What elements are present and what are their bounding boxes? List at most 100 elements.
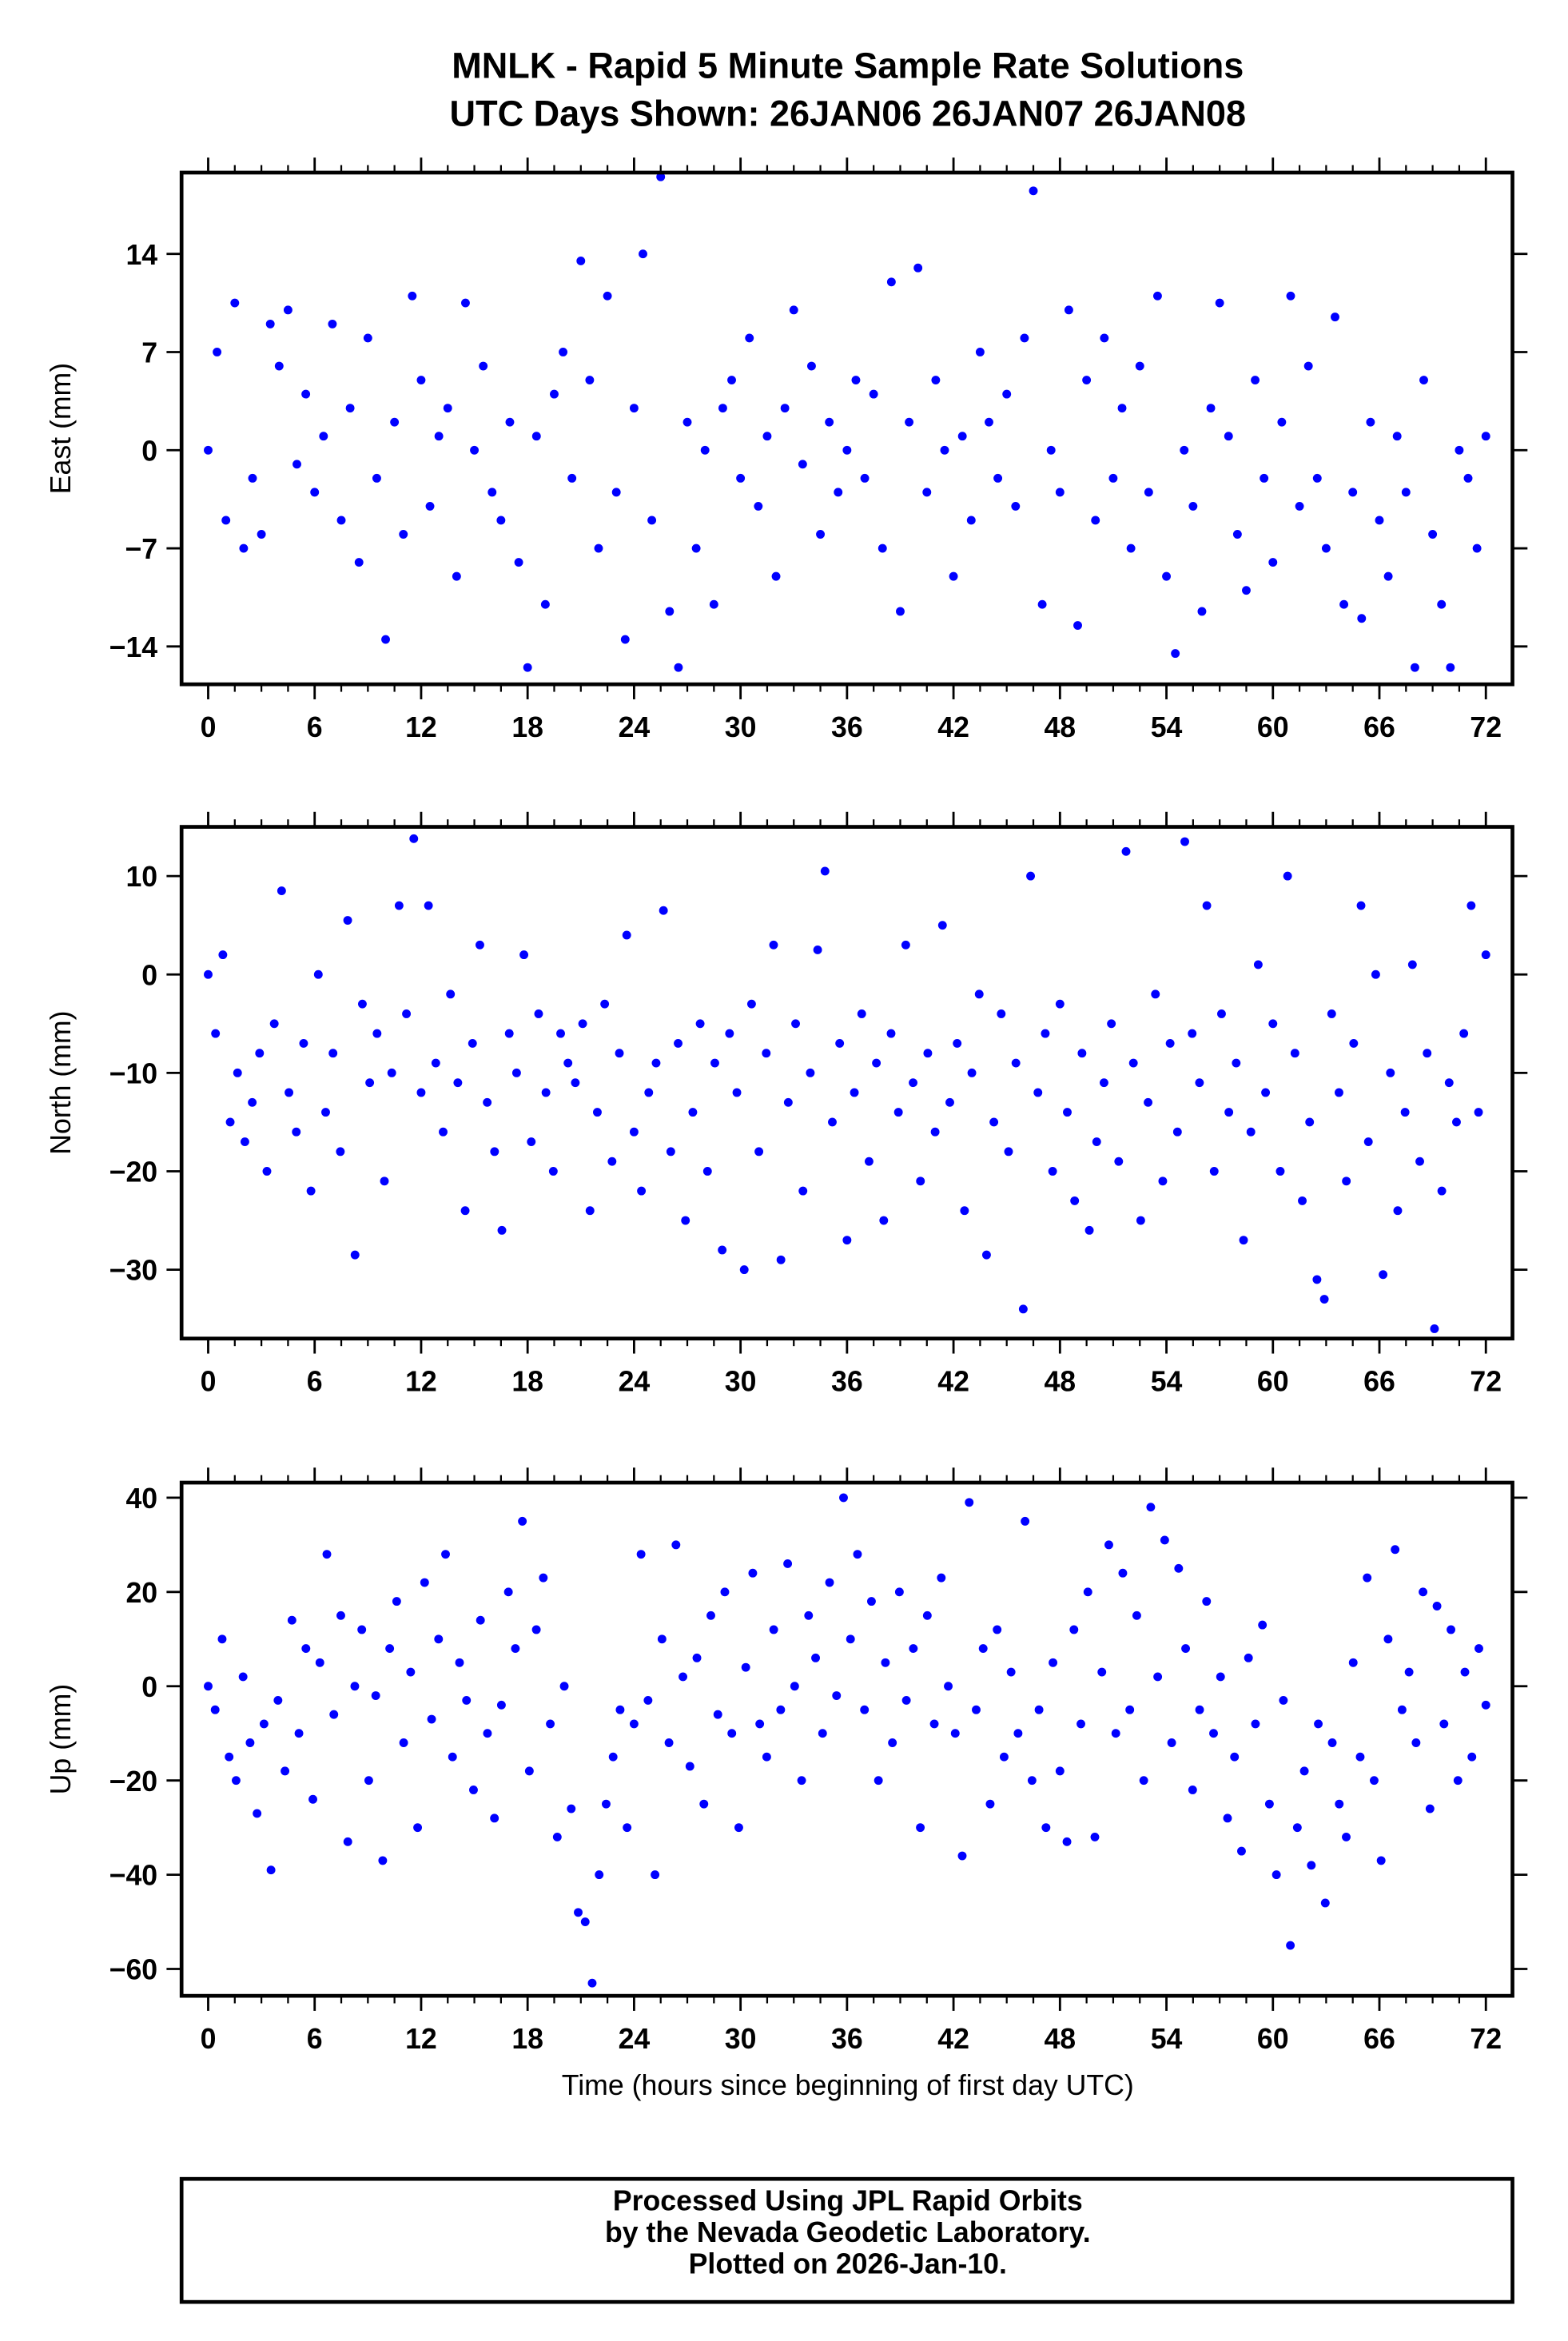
- data-point: [462, 1695, 472, 1705]
- x-tick-label: 0: [201, 711, 217, 743]
- data-point: [909, 1078, 917, 1088]
- data-point: [301, 1644, 311, 1654]
- data-point: [1339, 599, 1349, 609]
- data-point: [518, 1516, 527, 1526]
- data-point: [1117, 404, 1127, 413]
- data-point: [807, 361, 816, 371]
- data-point: [748, 1568, 758, 1578]
- data-point: [329, 1710, 339, 1719]
- data-point: [213, 348, 222, 356]
- data-point: [1432, 1602, 1442, 1610]
- x-tick-label: 6: [307, 2023, 323, 2055]
- data-point: [1298, 1196, 1307, 1205]
- data-point: [1307, 1861, 1316, 1870]
- data-point: [860, 473, 870, 483]
- y-tick-label: −20: [109, 1157, 157, 1188]
- data-point: [1303, 361, 1313, 371]
- data-point: [514, 558, 523, 567]
- data-point: [1144, 1097, 1153, 1107]
- x-tick-label: 54: [1151, 2023, 1183, 2055]
- data-point: [1312, 473, 1322, 483]
- data-point: [804, 1610, 814, 1620]
- data-point: [1070, 1196, 1080, 1205]
- data-point: [1118, 1568, 1128, 1578]
- data-point: [780, 404, 790, 413]
- data-point: [1305, 1117, 1315, 1127]
- data-point: [292, 1127, 301, 1137]
- data-point: [408, 291, 417, 301]
- data-point: [1264, 1799, 1274, 1809]
- data-point: [685, 1762, 694, 1771]
- data-point: [1167, 1738, 1176, 1747]
- data-point: [294, 1729, 304, 1738]
- data-point: [923, 1049, 933, 1058]
- data-point: [287, 1615, 296, 1625]
- data-point: [1002, 389, 1012, 399]
- data-point: [783, 1559, 793, 1568]
- data-point: [1363, 1137, 1373, 1146]
- data-point: [739, 1265, 749, 1275]
- data-point: [1121, 846, 1131, 856]
- data-point: [1181, 1644, 1191, 1654]
- data-point: [1055, 488, 1065, 497]
- data-point: [1195, 1705, 1204, 1714]
- data-point: [602, 1799, 611, 1809]
- x-tick-label: 0: [201, 1365, 217, 1397]
- data-point: [842, 445, 852, 455]
- data-point: [993, 473, 1003, 483]
- data-point: [1188, 1786, 1197, 1794]
- data-point: [336, 1147, 345, 1157]
- footer-line3: Plotted on 2026-Jan-10.: [689, 2247, 1007, 2279]
- data-point: [872, 1058, 882, 1068]
- data-point: [231, 1776, 241, 1786]
- data-point: [221, 516, 231, 525]
- data-point: [1481, 950, 1490, 960]
- data-point: [1108, 473, 1118, 483]
- data-point: [878, 543, 887, 553]
- data-point: [524, 1766, 534, 1776]
- data-point: [427, 1714, 436, 1724]
- data-point: [425, 501, 435, 511]
- data-point: [922, 488, 932, 497]
- data-point: [1312, 1275, 1322, 1284]
- data-point: [975, 348, 985, 356]
- data-point: [496, 516, 506, 525]
- data-point: [1136, 1216, 1145, 1225]
- x-tick-label: 36: [831, 711, 863, 743]
- data-point: [1342, 1176, 1351, 1186]
- data-point: [1386, 1068, 1395, 1077]
- y-axis-label: North (mm): [45, 1011, 77, 1155]
- data-point: [380, 1176, 389, 1186]
- data-point: [1158, 1176, 1168, 1186]
- data-point: [204, 969, 213, 979]
- data-point: [1202, 1597, 1212, 1606]
- data-point: [1299, 1766, 1309, 1776]
- x-tick-label: 12: [405, 711, 437, 743]
- data-point: [378, 1856, 388, 1865]
- data-point: [659, 906, 668, 915]
- x-tick-label: 48: [1044, 711, 1076, 743]
- data-point: [846, 1634, 855, 1644]
- data-point: [930, 1127, 940, 1137]
- data-point: [357, 1625, 367, 1634]
- x-tick-label: 66: [1363, 711, 1395, 743]
- data-point: [1135, 361, 1144, 371]
- data-point: [390, 417, 400, 427]
- data-point: [666, 1147, 675, 1157]
- x-tick-label: 18: [511, 711, 543, 743]
- plot-frame: [179, 1480, 1514, 1998]
- data-point: [1033, 1088, 1043, 1097]
- data-point: [937, 1573, 946, 1583]
- data-point: [798, 1186, 808, 1196]
- plot-frame: [179, 170, 1514, 687]
- data-point: [1048, 1167, 1057, 1176]
- data-point: [567, 473, 577, 483]
- data-point: [1319, 1295, 1329, 1304]
- data-point: [940, 445, 949, 455]
- data-point: [1356, 901, 1366, 910]
- data-point: [1026, 871, 1036, 881]
- data-point: [999, 1752, 1009, 1762]
- footer-line1: Processed Using JPL Rapid Orbits: [613, 2185, 1083, 2217]
- data-point: [1292, 1823, 1302, 1833]
- data-point: [679, 1672, 687, 1682]
